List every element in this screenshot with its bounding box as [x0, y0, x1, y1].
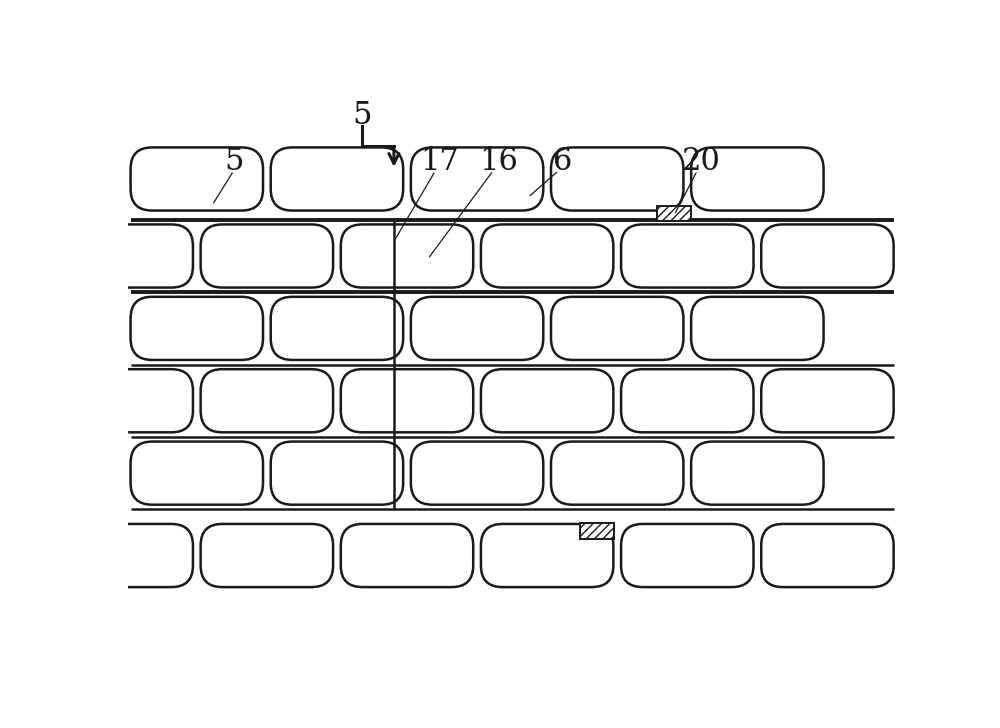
FancyBboxPatch shape: [341, 224, 473, 288]
FancyBboxPatch shape: [691, 442, 824, 505]
FancyBboxPatch shape: [621, 369, 754, 432]
FancyBboxPatch shape: [61, 369, 193, 432]
FancyBboxPatch shape: [341, 524, 473, 587]
FancyBboxPatch shape: [411, 147, 543, 210]
Text: 16: 16: [479, 146, 518, 177]
FancyBboxPatch shape: [341, 369, 473, 432]
FancyBboxPatch shape: [61, 224, 193, 288]
FancyBboxPatch shape: [691, 297, 824, 360]
FancyBboxPatch shape: [411, 442, 543, 505]
FancyBboxPatch shape: [61, 524, 193, 587]
FancyBboxPatch shape: [481, 524, 613, 587]
FancyBboxPatch shape: [621, 224, 754, 288]
FancyBboxPatch shape: [551, 297, 683, 360]
Text: 17: 17: [420, 146, 459, 177]
Bar: [657, 206, 691, 221]
FancyBboxPatch shape: [131, 297, 263, 360]
FancyBboxPatch shape: [761, 224, 894, 288]
FancyBboxPatch shape: [131, 442, 263, 505]
FancyBboxPatch shape: [271, 147, 403, 210]
FancyBboxPatch shape: [621, 524, 754, 587]
Bar: [580, 523, 614, 539]
FancyBboxPatch shape: [551, 442, 683, 505]
Text: 5: 5: [224, 146, 244, 177]
FancyBboxPatch shape: [691, 147, 824, 210]
FancyBboxPatch shape: [201, 369, 333, 432]
FancyBboxPatch shape: [201, 524, 333, 587]
FancyBboxPatch shape: [411, 297, 543, 360]
FancyBboxPatch shape: [131, 147, 263, 210]
FancyBboxPatch shape: [201, 224, 333, 288]
Text: 6: 6: [553, 146, 572, 177]
FancyBboxPatch shape: [271, 442, 403, 505]
FancyBboxPatch shape: [481, 369, 613, 432]
FancyBboxPatch shape: [271, 297, 403, 360]
FancyBboxPatch shape: [761, 524, 894, 587]
FancyBboxPatch shape: [481, 224, 613, 288]
FancyBboxPatch shape: [761, 369, 894, 432]
Text: 20: 20: [682, 146, 721, 177]
FancyBboxPatch shape: [551, 147, 683, 210]
Text: 5: 5: [353, 100, 372, 130]
